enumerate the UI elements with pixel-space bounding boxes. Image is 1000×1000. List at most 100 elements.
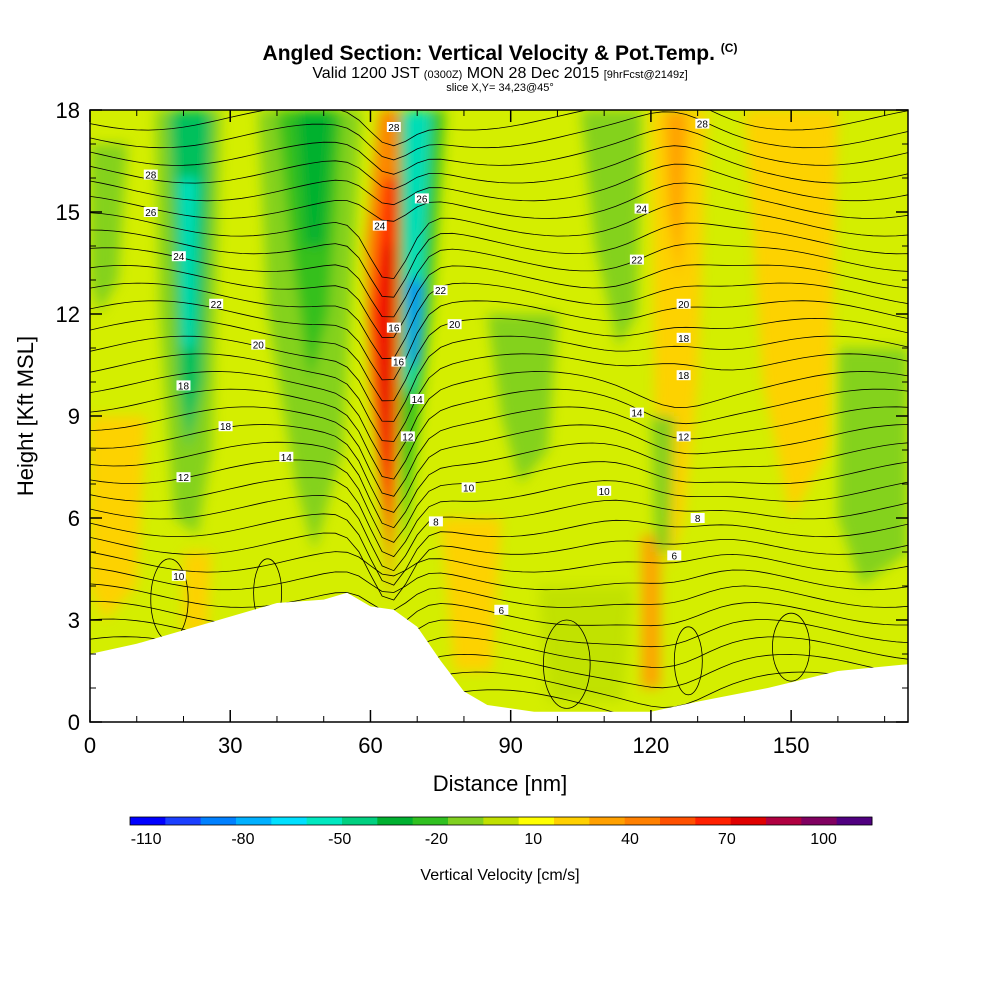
velocity-region-21 bbox=[90, 416, 147, 620]
theta-label-bg bbox=[176, 380, 191, 391]
colorbar-frame bbox=[129, 816, 873, 826]
theta-label-bg bbox=[143, 169, 158, 180]
theta-label-text: 22 bbox=[631, 256, 643, 267]
theta-label-bg bbox=[386, 122, 401, 132]
theta-label-text: 22 bbox=[211, 300, 223, 311]
velocity-field bbox=[90, 110, 908, 702]
theta-contour-12 bbox=[90, 477, 908, 558]
theta-label-8: 12 bbox=[176, 472, 191, 484]
theta-label-text: 8 bbox=[433, 517, 439, 528]
theta-contour-33 bbox=[90, 110, 908, 147]
theta-label-13: 22 bbox=[433, 285, 448, 297]
theta-label-24: 22 bbox=[629, 254, 644, 267]
y-tick-label: 3 bbox=[68, 608, 80, 633]
velocity-region-2 bbox=[178, 178, 198, 348]
colorbar-swatch bbox=[130, 817, 166, 825]
theta-label-15: 16 bbox=[386, 322, 401, 335]
colorbar-swatch bbox=[165, 817, 202, 825]
theta-label-bg bbox=[391, 356, 406, 367]
colorbar-swatch bbox=[377, 817, 414, 825]
theta-label-9: 10 bbox=[171, 570, 186, 583]
x-tick-label: 90 bbox=[498, 733, 522, 758]
theta-label-text: 18 bbox=[678, 371, 690, 382]
colorbar-swatch bbox=[483, 817, 520, 825]
theta-label-bg bbox=[428, 516, 443, 527]
theta-label-bg bbox=[218, 421, 233, 432]
theta-label-bg bbox=[251, 339, 266, 350]
theta-loop-2 bbox=[543, 619, 591, 709]
y-axis-label: Height [Kft MSL] bbox=[13, 336, 38, 496]
theta-label-14: 20 bbox=[447, 319, 462, 331]
colorbar-tick-label: 40 bbox=[621, 831, 639, 848]
y-tick-label: 6 bbox=[68, 506, 80, 531]
theta-label-1: 26 bbox=[143, 207, 158, 219]
theta-label-text: 24 bbox=[636, 205, 648, 216]
theta-contour-27 bbox=[90, 202, 908, 280]
theta-label-20: 8 bbox=[428, 516, 443, 528]
theta-label-31: 8 bbox=[690, 513, 705, 525]
theta-label-text: 18 bbox=[220, 422, 232, 433]
theta-contour-6 bbox=[90, 583, 908, 611]
theta-label-text: 18 bbox=[178, 381, 190, 392]
theta-label-bg bbox=[171, 251, 186, 262]
theta-label-11: 26 bbox=[414, 193, 429, 205]
theta-contour-7 bbox=[90, 567, 908, 593]
theta-label-text: 12 bbox=[678, 432, 690, 443]
theta-label-text: 28 bbox=[388, 123, 400, 134]
theta-label-bg bbox=[597, 485, 612, 496]
theta-label-2: 24 bbox=[171, 251, 186, 263]
theta-label-29: 12 bbox=[676, 431, 691, 443]
theta-contour-18 bbox=[90, 371, 908, 462]
theta-label-bg bbox=[676, 431, 691, 442]
theta-contour-28 bbox=[90, 182, 908, 222]
theta-label-17: 14 bbox=[410, 394, 425, 406]
colorbar-swatch bbox=[306, 817, 343, 825]
colorbar-swatch bbox=[730, 817, 767, 825]
theta-label-bg bbox=[629, 254, 644, 265]
theta-label-27: 18 bbox=[676, 370, 691, 382]
theta-label-bg bbox=[410, 394, 425, 404]
theta-label-text: 20 bbox=[449, 320, 461, 331]
theta-label-3: 22 bbox=[209, 298, 224, 311]
y-tick-label: 15 bbox=[56, 200, 80, 225]
slice-label: slice X,Y= 34,23@45° bbox=[446, 82, 554, 94]
theta-label-text: 6 bbox=[499, 606, 505, 617]
theta-contour-26 bbox=[90, 222, 908, 298]
theta-label-text: 24 bbox=[374, 222, 386, 233]
theta-label-bg bbox=[447, 319, 462, 330]
theta-label-6: 18 bbox=[218, 421, 233, 433]
theta-label-text: 14 bbox=[281, 453, 293, 464]
colorbar-swatch bbox=[412, 817, 449, 825]
colorbar-tick-label: -50 bbox=[328, 831, 351, 848]
theta-contour-23 bbox=[90, 282, 908, 360]
theta-label-text: 24 bbox=[173, 252, 185, 263]
theta-label-text: 10 bbox=[173, 572, 185, 583]
theta-label-bg bbox=[634, 203, 649, 214]
theta-contour-31 bbox=[90, 127, 908, 175]
theta-loop-4 bbox=[772, 612, 811, 682]
velocity-region-23 bbox=[183, 552, 212, 634]
colorbar-tick-label: 70 bbox=[718, 831, 736, 848]
theta-contour-14 bbox=[90, 441, 908, 529]
theta-label-30: 10 bbox=[597, 485, 612, 498]
theta-label-21: 6 bbox=[494, 604, 509, 617]
colorbar-swatch bbox=[236, 817, 272, 825]
colorbar-tick-label: 10 bbox=[524, 831, 542, 848]
theta-label-22: 28 bbox=[695, 118, 710, 131]
colorbar-swatch bbox=[624, 817, 661, 825]
theta-label-text: 10 bbox=[463, 483, 475, 494]
velocity-region-14 bbox=[487, 314, 558, 484]
theta-label-text: 26 bbox=[416, 194, 428, 205]
theta-label-text: 6 bbox=[672, 551, 678, 562]
theta-label-bg bbox=[176, 472, 191, 483]
theta-label-bg bbox=[676, 332, 691, 343]
velocity-region-12 bbox=[407, 280, 422, 365]
colorbar-tick-label: -80 bbox=[231, 831, 254, 848]
theta-contour-10 bbox=[90, 513, 908, 586]
theta-label-text: 12 bbox=[178, 473, 190, 484]
theta-label-bg bbox=[494, 604, 509, 615]
theta-contour-22 bbox=[90, 300, 908, 381]
colorbar-swatch bbox=[554, 817, 590, 825]
chart-title: Angled Section: Vertical Velocity & Pot.… bbox=[0, 36, 1000, 66]
